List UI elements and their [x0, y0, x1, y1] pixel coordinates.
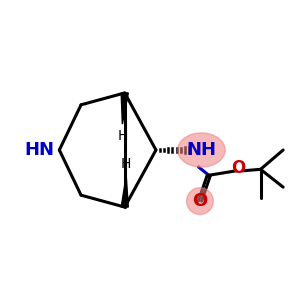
- Text: H: H: [117, 129, 128, 142]
- Text: O: O: [231, 159, 245, 177]
- Ellipse shape: [178, 133, 225, 167]
- Polygon shape: [121, 93, 128, 124]
- Text: HN: HN: [24, 141, 54, 159]
- Text: NH: NH: [186, 141, 216, 159]
- Text: O: O: [192, 192, 208, 210]
- Polygon shape: [121, 176, 128, 207]
- Ellipse shape: [187, 188, 213, 214]
- Text: H: H: [121, 158, 131, 171]
